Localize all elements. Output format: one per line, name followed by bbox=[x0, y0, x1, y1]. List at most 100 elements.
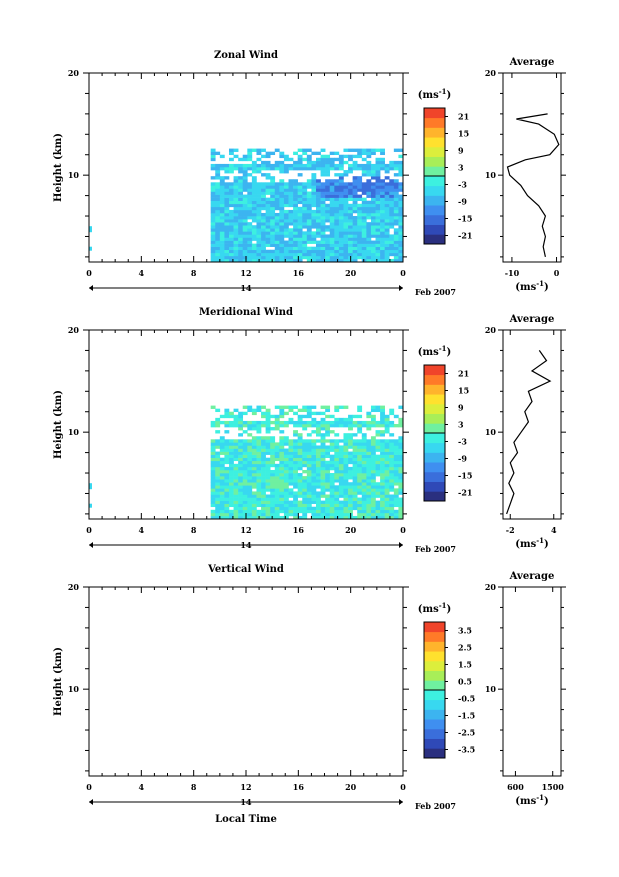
heatmap-cell bbox=[233, 222, 239, 226]
heatmap-cell bbox=[228, 411, 234, 416]
heatmap-cell bbox=[293, 473, 298, 477]
heatmap-cell bbox=[293, 194, 298, 198]
heatmap-cell bbox=[311, 151, 317, 156]
heatmap-cell bbox=[329, 466, 335, 471]
heatmap-cell bbox=[325, 454, 331, 458]
heatmap-cell bbox=[219, 206, 225, 211]
heatmap-cell bbox=[384, 463, 390, 468]
heatmap-cell bbox=[256, 454, 262, 458]
heatmap-cell bbox=[343, 170, 349, 174]
heatmap-cell bbox=[352, 216, 358, 220]
heatmap-cell bbox=[215, 170, 221, 174]
heatmap-cell bbox=[251, 237, 257, 241]
heatmap-cell bbox=[297, 500, 303, 504]
heatmap-cell bbox=[320, 197, 326, 201]
heatmap-cell bbox=[297, 463, 303, 468]
heatmap-cell bbox=[215, 191, 221, 195]
colorbar-segment bbox=[424, 690, 445, 701]
heatmap-cell bbox=[256, 469, 262, 474]
heatmap-cell bbox=[306, 494, 312, 498]
heatmap-cell bbox=[325, 448, 331, 452]
heatmap-cell bbox=[256, 460, 262, 465]
heatmap-cell bbox=[325, 255, 331, 260]
heatmap-cell bbox=[270, 494, 276, 498]
heatmap-cell bbox=[325, 430, 331, 434]
heatmap-cell bbox=[297, 216, 303, 220]
heatmap-cell bbox=[283, 200, 289, 205]
heatmap-cell bbox=[352, 258, 358, 263]
heatmap-cell bbox=[366, 206, 372, 211]
heatmap-cell bbox=[242, 197, 248, 201]
heatmap-cell bbox=[338, 157, 344, 162]
heatmap-cell bbox=[320, 173, 326, 177]
heatmap-cell bbox=[348, 203, 353, 208]
heatmap-cell bbox=[389, 488, 395, 492]
heatmap-cell bbox=[297, 212, 303, 217]
heatmap-cell bbox=[380, 219, 385, 223]
y-tick-label: 10 bbox=[68, 170, 80, 180]
average-x-axis-label: (ms-1) bbox=[515, 793, 548, 808]
heatmap-cell bbox=[334, 209, 340, 214]
heatmap-cell bbox=[380, 494, 385, 498]
heatmap-cell bbox=[361, 209, 367, 214]
heatmap-cell bbox=[380, 188, 385, 192]
heatmap-cell bbox=[306, 258, 312, 263]
heatmap-cell bbox=[338, 243, 344, 247]
heatmap-cell bbox=[238, 255, 244, 260]
heatmap-cell bbox=[393, 454, 399, 458]
heatmap-cell bbox=[334, 234, 340, 238]
heatmap-cell bbox=[219, 466, 225, 471]
heatmap-cell bbox=[338, 445, 344, 449]
heatmap-cell bbox=[279, 216, 285, 220]
heatmap-cell bbox=[311, 179, 317, 183]
heatmap-cell bbox=[334, 203, 340, 208]
heatmap-cell bbox=[375, 148, 381, 152]
heatmap-cell bbox=[219, 209, 225, 214]
heatmap-cell bbox=[357, 427, 363, 431]
heatmap-cell bbox=[343, 234, 349, 238]
colorbar-tick-label: -1.5 bbox=[458, 711, 475, 721]
heatmap-cell bbox=[219, 258, 225, 263]
heatmap-cell bbox=[224, 246, 230, 251]
heatmap-cell bbox=[384, 249, 390, 254]
heatmap-cell bbox=[293, 476, 298, 480]
heatmap-cell bbox=[261, 439, 266, 443]
heatmap-cell bbox=[251, 442, 257, 446]
heatmap-cell bbox=[293, 482, 298, 486]
heatmap-cell bbox=[393, 445, 399, 449]
heatmap-cell bbox=[380, 473, 385, 477]
heatmap-cell bbox=[306, 463, 312, 468]
heatmap-cell bbox=[348, 460, 353, 465]
heatmap-cell bbox=[329, 476, 335, 480]
heatmap-cell bbox=[302, 491, 308, 495]
heatmap-cell bbox=[393, 243, 399, 247]
heatmap-cell bbox=[265, 209, 271, 214]
heatmap-cell bbox=[219, 509, 225, 514]
heatmap-cell bbox=[297, 255, 303, 260]
heatmap-cell bbox=[357, 151, 363, 156]
heatmap-cell bbox=[338, 479, 344, 483]
heatmap-cell bbox=[261, 503, 266, 508]
y-tick-label: 20 bbox=[68, 325, 80, 335]
heatmap-cell bbox=[348, 209, 353, 214]
heatmap-cell bbox=[233, 408, 239, 413]
heatmap-cell bbox=[334, 194, 340, 198]
heatmap-cell bbox=[233, 228, 239, 232]
heatmap-cell bbox=[370, 497, 376, 501]
heatmap-cell bbox=[343, 209, 349, 214]
heatmap-cell bbox=[238, 200, 244, 205]
heatmap-cell bbox=[338, 258, 344, 263]
heatmap-cell bbox=[265, 476, 271, 480]
heatmap-cell bbox=[375, 157, 381, 162]
heatmap-cell bbox=[338, 185, 344, 189]
heatmap-cell bbox=[370, 509, 376, 514]
heatmap-cell bbox=[325, 423, 331, 428]
heatmap-cell bbox=[251, 231, 257, 235]
heatmap-cell bbox=[279, 442, 285, 446]
heatmap-cell bbox=[283, 515, 289, 520]
heatmap-cell bbox=[384, 491, 390, 495]
heatmap-cell bbox=[357, 430, 363, 434]
heatmap-cell bbox=[297, 252, 303, 257]
heatmap-cell bbox=[283, 163, 289, 168]
heatmap-cell bbox=[375, 500, 381, 504]
